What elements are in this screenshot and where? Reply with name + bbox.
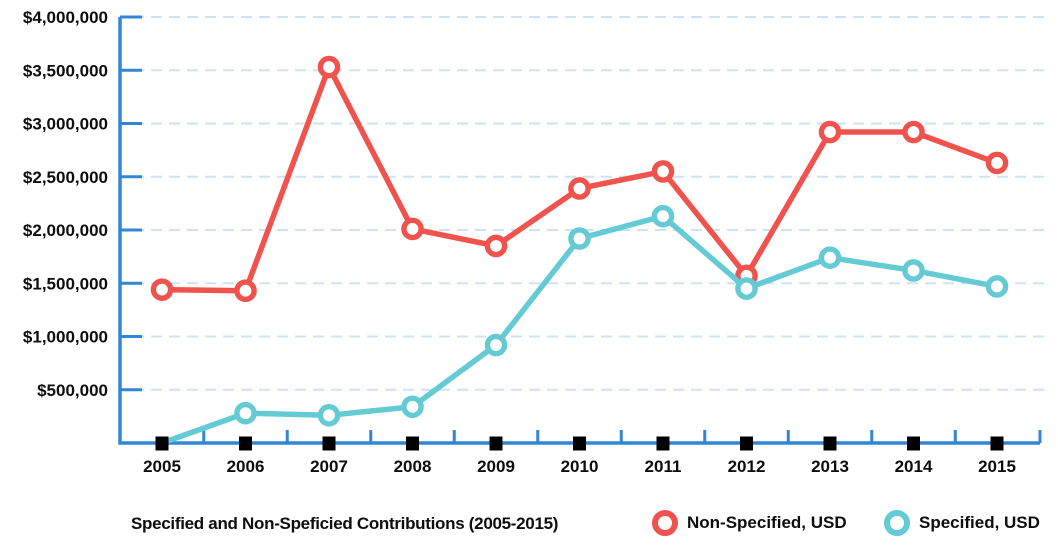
data-point-non-specified-usd-2010 <box>568 177 591 200</box>
data-point-non-specified-usd-2013 <box>818 120 842 144</box>
x-axis-square-marker-2006 <box>239 436 252 451</box>
legend-label-non-specified: Non-Specified, USD <box>687 513 847 532</box>
data-point-specified-usd-2014 <box>902 259 925 282</box>
chart-plot-area: $4,000,000 $3,500,000 $3,000,000 $2,500,000… <box>23 8 1048 476</box>
x-tick-label-2011: 2011 <box>645 457 682 476</box>
x-axis-square-marker-2012 <box>740 436 753 451</box>
x-axis-square-marker-2014 <box>907 436 920 451</box>
x-tick-label-2008: 2008 <box>394 457 432 476</box>
x-axis-square-marker-2013 <box>823 436 837 451</box>
legend-swatch-non-specified-icon <box>652 510 678 536</box>
x-tick-label-2007: 2007 <box>310 457 348 476</box>
x-tick-label-2012: 2012 <box>728 457 766 476</box>
legend-item-specified: Specified, USD <box>884 510 1040 536</box>
x-axis-square-marker-2009 <box>489 436 503 451</box>
legend-label-specified: Specified, USD <box>919 513 1040 532</box>
data-point-specified-usd-2013 <box>818 246 842 269</box>
x-tick-label-2010: 2010 <box>561 457 599 476</box>
data-point-non-specified-usd-2006 <box>234 279 257 303</box>
data-point-specified-usd-2008 <box>401 395 424 419</box>
x-axis-square-marker-2005 <box>155 436 169 451</box>
data-point-specified-usd-2012 <box>735 277 758 300</box>
data-point-specified-usd-2009 <box>484 333 508 357</box>
y-tick-label: $2,000,000 <box>23 221 108 240</box>
x-tick-label-2009: 2009 <box>477 457 515 476</box>
y-tick-label: $1,500,000 <box>23 274 108 293</box>
data-point-non-specified-usd-2005 <box>150 278 174 301</box>
data-point-non-specified-usd-2009 <box>484 234 508 258</box>
data-point-non-specified-usd-2007 <box>317 55 341 79</box>
data-point-specified-usd-2015 <box>985 275 1009 298</box>
legend-item-non-specified: Non-Specified, USD <box>652 510 847 536</box>
y-tick-label: $500,000 <box>37 381 108 400</box>
y-tick-label: $3,000,000 <box>23 115 108 134</box>
legend-swatch-specified-icon <box>884 510 910 536</box>
x-tick-label-2015: 2015 <box>978 457 1016 476</box>
caption-row: Specified and Non-Speficied Contribution… <box>0 500 1058 553</box>
chart-title: Specified and Non-Speficied Contribution… <box>131 514 559 533</box>
data-point-specified-usd-2010 <box>568 227 591 250</box>
axis-frame <box>118 17 1040 445</box>
y-tick-label: $2,500,000 <box>23 168 108 187</box>
series-line-specified-usd <box>159 213 1000 446</box>
x-tick-label-2005: 2005 <box>143 457 181 476</box>
data-point-specified-usd-2006 <box>234 401 257 425</box>
x-axis-square-marker-2007 <box>322 436 336 451</box>
x-tick-label-2013: 2013 <box>811 457 849 476</box>
data-point-non-specified-usd-2014 <box>902 120 925 144</box>
x-axis-square-marker-2010 <box>573 436 586 451</box>
x-tick-label-2006: 2006 <box>227 457 265 476</box>
y-tick-label: $4,000,000 <box>23 8 108 27</box>
data-point-non-specified-usd-2015 <box>985 151 1009 175</box>
data-point-non-specified-usd-2008 <box>401 217 424 241</box>
x-axis-square-marker-2008 <box>406 436 419 451</box>
data-point-non-specified-usd-2011 <box>651 160 675 183</box>
data-point-specified-usd-2007 <box>317 404 341 427</box>
x-axis-square-marker-2011 <box>656 436 670 451</box>
y-tick-label: $1,000,000 <box>23 328 108 347</box>
y-tick-label: $3,500,000 <box>23 61 108 80</box>
x-axis-square-marker-2015 <box>990 436 1004 451</box>
x-tick-label-2014: 2014 <box>895 457 933 476</box>
data-point-specified-usd-2011 <box>651 204 675 228</box>
